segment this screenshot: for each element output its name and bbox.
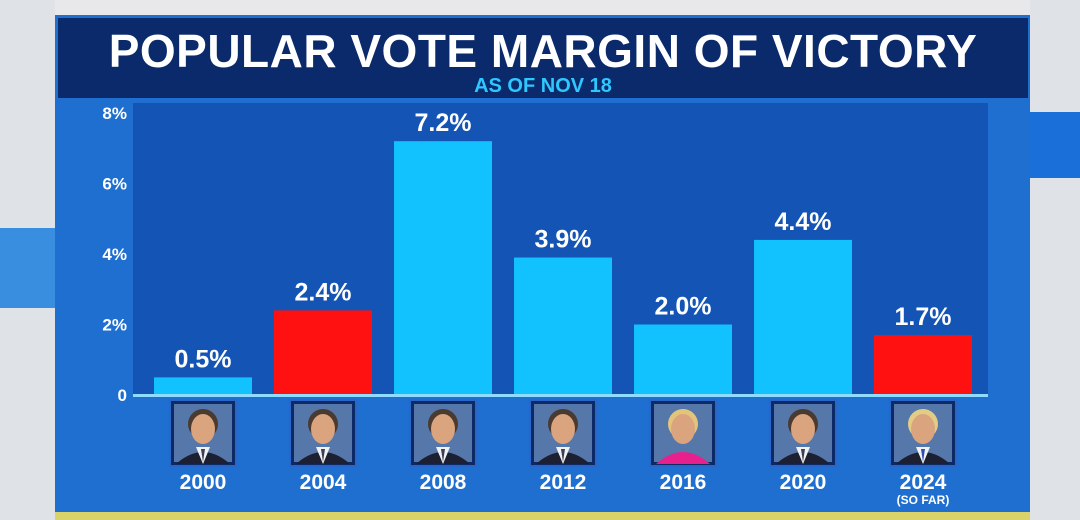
y-tick-label: 4% [102,245,127,264]
data-label: 7.2% [415,109,472,137]
bar [874,335,972,395]
backdrop-right-accent [1030,112,1080,178]
title-bar: POPULAR VOTE MARGIN OF VICTORY AS OF NOV… [58,18,1028,98]
candidate-obama-portrait [409,399,477,467]
x-tick-label: 2016 [660,471,707,494]
candidate-trump-portrait [889,399,957,467]
x-tick-label: 2008 [420,471,467,494]
bar [634,324,732,395]
y-tick-label: 6% [102,175,127,194]
data-label: 2.0% [655,293,712,321]
chart-title: POPULAR VOTE MARGIN OF VICTORY [108,25,978,77]
y-tick-label: 8% [102,104,127,123]
y-tick-label: 0 [118,386,127,405]
footer-strip [55,512,1030,520]
candidate-gore-portrait [169,399,237,467]
data-label: 1.7% [895,303,952,331]
candidate-biden-portrait [769,399,837,467]
x-axis-baseline [133,394,988,397]
x-tick-label: 2024 [900,471,947,494]
x-tick-label: 2020 [780,471,827,494]
bar [394,141,492,395]
bar [754,239,852,395]
bar [514,257,612,395]
data-label: 0.5% [175,345,232,373]
bar [154,377,252,395]
backdrop-right-panel [1030,0,1080,520]
chart-subtitle: AS OF NOV 18 [474,75,612,97]
x-tick-note: (SO FAR) [897,493,950,507]
bar [274,310,372,395]
x-tick-label: 2004 [300,471,347,494]
backdrop-left-accent [0,228,55,308]
candidate-clinton-portrait [649,399,717,467]
x-tick-label: 2012 [540,471,587,494]
data-label: 4.4% [775,208,832,236]
data-label: 3.9% [535,226,592,254]
data-label: 2.4% [295,278,352,306]
candidate-bush-portrait [289,399,357,467]
candidate-obama-portrait [529,399,597,467]
y-tick-label: 2% [102,316,127,335]
x-tick-label: 2000 [180,471,227,494]
